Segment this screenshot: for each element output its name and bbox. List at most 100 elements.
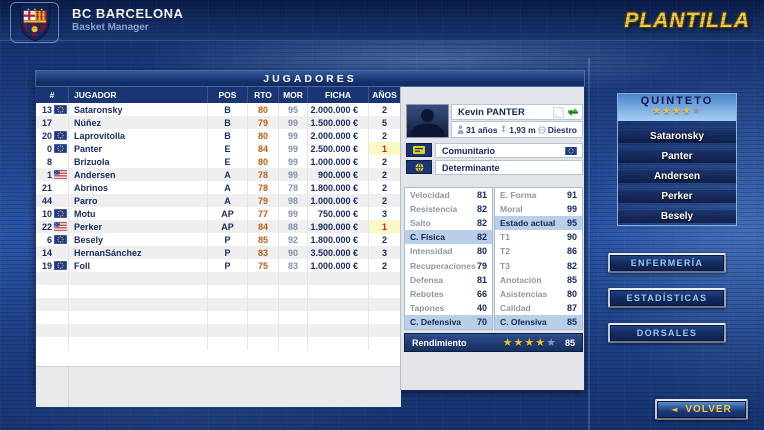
stat-value: 95	[566, 218, 577, 229]
compare-icon[interactable]	[552, 106, 565, 118]
team-name: BC BARCELONA	[72, 6, 184, 21]
star-icon: ★	[681, 106, 692, 117]
eu-flag-icon	[53, 208, 68, 219]
enfermeria-button[interactable]: ENFERMERÍA	[608, 253, 726, 273]
stat-label: Resistencia	[410, 204, 458, 215]
stat-label: Intensidad	[410, 246, 453, 257]
player-number: 44	[41, 195, 52, 206]
player-position: E	[207, 142, 247, 155]
volver-button[interactable]: ◄ VOLVER	[655, 399, 748, 420]
player-name: Perker	[68, 220, 207, 233]
stat-label: Defensa	[410, 274, 444, 285]
player-rating: 79	[247, 116, 278, 129]
table-row[interactable]: 8 Brizuola E 80 99 1.000.000 €2	[36, 155, 400, 168]
table-row[interactable]: 0 Panter E 84 99 2.500.000 €1	[36, 142, 400, 155]
stat-value: 82	[476, 218, 487, 229]
stat-label: T3	[500, 260, 510, 271]
column-header-rto: RTO	[247, 87, 278, 103]
table-column-headers: # JUGADOR POS RTO MOR FICHA AÑOS	[36, 87, 400, 103]
player-name: Laprovitolla	[68, 129, 207, 142]
player-position: A	[207, 194, 247, 207]
table-row[interactable]: 14 HernanSánchez P 83 90 3.500.000 €3	[36, 246, 400, 259]
empty-row	[36, 298, 400, 311]
star-icon: ★	[662, 106, 673, 117]
player-name: Foll	[68, 259, 207, 272]
back-arrow-icon: ◄	[671, 405, 679, 414]
player-contract-years: 2	[368, 259, 400, 272]
player-height: 1,93 m	[509, 124, 536, 135]
stat-row: T1 90	[495, 230, 582, 244]
performance-label: Rendimiento	[412, 337, 467, 348]
quinteto-player[interactable]: Andersen	[618, 170, 736, 183]
player-name: Motu	[68, 207, 207, 220]
stat-label: Asistencias	[500, 288, 548, 299]
stat-label: Salto	[410, 218, 431, 229]
eu-flag-icon	[53, 260, 68, 271]
player-number: 13	[41, 104, 52, 115]
player-number: 17	[41, 117, 52, 128]
stat-row: Salto 82	[405, 216, 492, 230]
player-rating: 80	[247, 155, 278, 168]
dorsales-button[interactable]: DORSALES	[608, 323, 726, 343]
stat-row: Anotación 85	[495, 273, 582, 287]
player-morale: 98	[278, 194, 307, 207]
table-row[interactable]: 44 Parro A 79 98 1.000.000 €2	[36, 194, 400, 207]
stat-row: Moral 99	[495, 202, 582, 216]
star-icon: ★	[691, 106, 702, 117]
stat-label: Rebotes	[410, 288, 444, 299]
table-row[interactable]: 13 Sataronsky B 80 95 2.000.000 €2	[36, 103, 400, 116]
quinteto-player[interactable]: Perker	[618, 190, 736, 203]
stat-row: Resistencia 82	[405, 202, 492, 216]
player-contract-years: 2	[368, 155, 400, 168]
stat-row: C. Defensiva 70	[405, 314, 492, 329]
player-morale: 88	[278, 220, 307, 233]
player-salary: 1.000.000 €	[307, 194, 368, 207]
player-position: AP	[207, 220, 247, 233]
player-name: Sataronsky	[68, 103, 207, 116]
stat-label: C. Defensiva	[410, 316, 462, 327]
us-flag-icon	[53, 221, 68, 232]
player-detail-panel: Kevin PANTER 31 años ↕	[400, 87, 585, 390]
stat-row: Velocidad 81	[405, 188, 492, 202]
quinteto-player[interactable]: Besely	[618, 210, 736, 223]
player-morale: 90	[278, 246, 307, 259]
player-contract-years: 2	[368, 129, 400, 142]
stat-row: Tapones 40	[405, 301, 492, 315]
stat-label: Moral	[500, 204, 523, 215]
player-number: 8	[46, 156, 52, 167]
player-name: Parro	[68, 194, 207, 207]
table-row[interactable]: 22 Perker AP 84 88 1.900.000 €1	[36, 220, 400, 233]
player-contract-years: 2	[368, 103, 400, 116]
empty-row	[36, 324, 400, 337]
player-salary: 1.800.000 €	[307, 181, 368, 194]
background-highlight-line	[588, 58, 590, 430]
quinteto-title: QUINTETO	[640, 95, 714, 107]
table-row[interactable]: 20 Laprovitolla B 80 99 2.000.000 €2	[36, 129, 400, 142]
player-position: B	[207, 103, 247, 116]
table-row[interactable]: 1 Andersen A 78 99 900.000 €2	[36, 168, 400, 181]
player-rating: 84	[247, 220, 278, 233]
stat-value: 80	[476, 246, 487, 257]
table-row[interactable]: 21 Abrinos A 78 78 1.800.000 €2	[36, 181, 400, 194]
table-row[interactable]: 17 Núñez B 79 99 1.500.000 €5	[36, 116, 400, 129]
star-icon: ★	[672, 106, 682, 117]
player-rating: 85	[247, 233, 278, 246]
star-icon: ★	[652, 106, 663, 117]
player-rating: 77	[247, 207, 278, 220]
player-salary: 2.000.000 €	[307, 129, 368, 142]
transfer-icon[interactable]	[566, 106, 579, 118]
player-position: P	[207, 233, 247, 246]
estadisticas-button[interactable]: ESTADÍSTICAS	[608, 288, 726, 308]
player-rating: 78	[247, 168, 278, 181]
stat-row: Calidad 87	[495, 301, 582, 315]
table-row[interactable]: 6 Besely P 85 92 1.800.000 €2	[36, 233, 400, 246]
player-position: P	[207, 246, 247, 259]
quinteto-player[interactable]: Panter	[618, 150, 736, 163]
empty-row	[36, 272, 400, 285]
table-row[interactable]: 10 Motu AP 77 99 750.000 €3	[36, 207, 400, 220]
table-row[interactable]: 19 Foll P 75 83 1.000.000 €2	[36, 259, 400, 272]
player-name: Besely	[68, 233, 207, 246]
quinteto-player[interactable]: Sataronsky	[618, 130, 736, 143]
stat-row: Recuperaciones 79	[405, 258, 492, 272]
tag-label: Comunitario	[442, 145, 495, 156]
